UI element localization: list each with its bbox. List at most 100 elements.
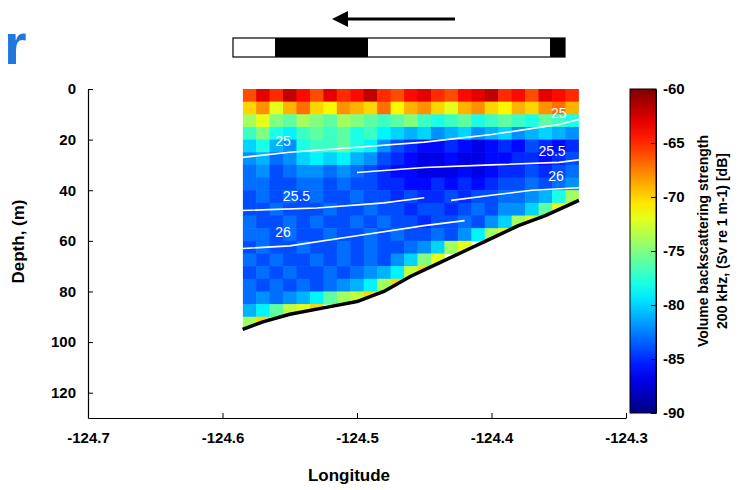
cell [323, 102, 337, 115]
tick-mark [88, 393, 93, 394]
tick: -85 [651, 350, 685, 367]
cell [377, 254, 391, 267]
cell [404, 241, 418, 254]
cell [485, 190, 499, 203]
tick-label: 80 [59, 283, 76, 300]
tick-label: -124.3 [605, 429, 648, 446]
cell [458, 216, 472, 229]
cell [323, 178, 337, 191]
cell [243, 228, 257, 241]
tick-label: -124.4 [471, 429, 514, 446]
cell [431, 203, 445, 216]
cell [323, 140, 337, 153]
cell [310, 102, 324, 115]
cell [270, 254, 284, 267]
cell [539, 89, 553, 102]
contour-label: 25 [551, 105, 567, 121]
cell [337, 241, 351, 254]
tick-mark [651, 143, 656, 144]
cell [283, 266, 297, 279]
cell [256, 102, 270, 115]
cell [418, 190, 432, 203]
cell [471, 216, 485, 229]
contour-label: 26 [275, 224, 291, 240]
bar-dark [550, 38, 565, 57]
cell [391, 89, 405, 102]
cell [391, 114, 405, 127]
cell [256, 216, 270, 229]
cell [431, 241, 445, 254]
cell [565, 165, 579, 178]
colorbar-title: 200 kHz, (Sv re 1 m-1) [dB] [714, 153, 730, 329]
cell [270, 178, 284, 191]
cell [337, 140, 351, 153]
cell [364, 254, 378, 267]
cell [444, 203, 458, 216]
cell [256, 190, 270, 203]
cell [310, 190, 324, 203]
cell [296, 102, 310, 115]
cell [350, 254, 364, 267]
cell [418, 178, 432, 191]
cell [296, 203, 310, 216]
cell [283, 165, 297, 178]
cell [323, 152, 337, 165]
colorbar-axis: -60-65-70-75-80-85-90 [651, 80, 685, 421]
seafloor [243, 200, 579, 329]
cell [364, 216, 378, 229]
cell [296, 216, 310, 229]
tick: -80 [651, 296, 685, 313]
cell [431, 216, 445, 229]
cell [377, 89, 391, 102]
contour-labels: 252525.525.52626 [275, 105, 567, 240]
cell [350, 127, 364, 140]
cell [296, 127, 310, 140]
cell [512, 140, 526, 153]
cell [337, 190, 351, 203]
cell [525, 165, 539, 178]
cell [283, 114, 297, 127]
cell [350, 190, 364, 203]
cell [377, 114, 391, 127]
cell [337, 216, 351, 229]
cell [283, 254, 297, 267]
cell [458, 140, 472, 153]
cell [431, 114, 445, 127]
cell [270, 114, 284, 127]
tick-mark [88, 342, 93, 343]
cell [310, 127, 324, 140]
cell [350, 241, 364, 254]
cell [444, 114, 458, 127]
cell [391, 216, 405, 229]
tick-label: -85 [663, 350, 685, 367]
tick-mark [88, 241, 93, 242]
tick: -124.6 [202, 413, 245, 446]
cell [391, 140, 405, 153]
cell [270, 89, 284, 102]
cell [525, 114, 539, 127]
cell [350, 266, 364, 279]
cell [377, 266, 391, 279]
cell [512, 203, 526, 216]
cell [270, 291, 284, 304]
cell [552, 190, 566, 203]
tick-label: -80 [663, 296, 685, 313]
cell [256, 140, 270, 153]
tick-mark [651, 305, 656, 306]
cell [418, 152, 432, 165]
cell [243, 291, 257, 304]
cell [444, 228, 458, 241]
cell [256, 114, 270, 127]
tick-mark [626, 413, 627, 418]
cell [471, 102, 485, 115]
tick-label: -124.6 [202, 429, 245, 446]
cell [310, 89, 324, 102]
cell [458, 178, 472, 191]
cell [391, 203, 405, 216]
cell [471, 165, 485, 178]
tick-mark [88, 89, 93, 90]
cell [391, 178, 405, 191]
tick-label: -65 [663, 134, 685, 151]
cell [471, 203, 485, 216]
cell [337, 178, 351, 191]
